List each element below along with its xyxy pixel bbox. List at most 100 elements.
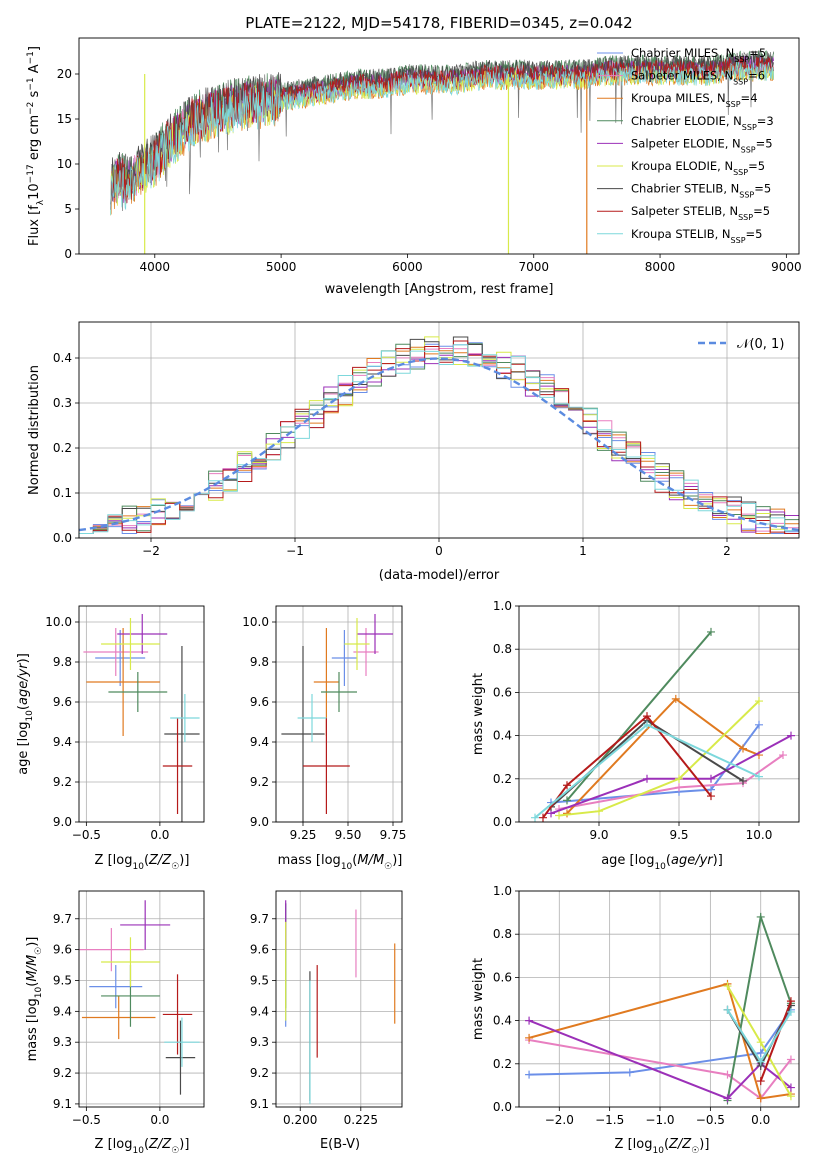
axes-frame: −0.5 0.0 9.0 9.2 9.4 9.6 9.8 10.0 — [45, 605, 205, 842]
weight-marker — [723, 1094, 732, 1103]
panel-weight_vs_Z: −2.0 −1.5 −1.0 −0.5 0.0 0.0 0.2 0.4 0.6 0.8 1.0 — [493, 884, 800, 1127]
weight-marker — [643, 712, 651, 721]
x-tick-label: 0 — [435, 544, 443, 558]
axes-border — [518, 605, 800, 823]
x-tick-label: 9.50 — [335, 828, 362, 842]
y-tick-label: 9.4 — [53, 735, 72, 749]
normal-reference-curve — [78, 357, 800, 532]
x-tick-label: 5000 — [266, 260, 297, 274]
weight-marker — [739, 776, 747, 785]
weight-marker — [525, 1016, 534, 1025]
weight-marker — [756, 1094, 765, 1103]
weight-marker — [756, 912, 765, 921]
y-tick-label: 9.5 — [250, 973, 269, 987]
y-tick-label: 9.3 — [53, 1035, 72, 1049]
plot-area — [79, 900, 200, 1095]
weight-marker — [563, 796, 571, 805]
y-tick-label: 0.4 — [493, 1014, 512, 1028]
x-axis-label: mass [log10(M/M☉)] — [278, 853, 403, 872]
x-tick-label: −1.0 — [645, 1113, 674, 1127]
axes-border — [518, 890, 800, 1108]
weight-line — [566, 697, 760, 815]
legend: Chabrier MILES, NSSP=5 Salpeter MILES, NS… — [597, 46, 774, 244]
weight-marker — [707, 627, 715, 636]
x-tick-label: 0.0 — [150, 1113, 169, 1127]
y-tick-label: 9.1 — [53, 1097, 72, 1111]
y-tick-label: 0.4 — [53, 351, 72, 365]
plot-area — [110, 50, 775, 254]
x-tick-label: 6000 — [392, 260, 423, 274]
x-axis-label: (data-model)/error — [379, 568, 500, 583]
legend-entry: Salpeter STELIB, NSSP=5 — [631, 204, 770, 222]
histogram-step — [78, 344, 799, 538]
y-tick-label: 9.2 — [53, 775, 72, 789]
weight-marker — [525, 1033, 534, 1042]
x-tick-label: −0.5 — [72, 828, 101, 842]
weight-marker — [563, 781, 571, 790]
y-tick-label: 9.0 — [250, 815, 269, 829]
panel-mass_vs_EBV: 0.200 0.225 9.1 9.2 9.3 9.4 9.5 9.6 9.7 — [250, 890, 403, 1127]
weight-marker — [779, 751, 787, 760]
legend-entry: Chabrier MILES, NSSP=5 — [631, 46, 766, 64]
y-tick-label: 0.2 — [493, 772, 512, 786]
weight-marker — [625, 1068, 634, 1077]
x-tick-label: 0.0 — [150, 828, 169, 842]
weight-marker — [756, 1077, 765, 1086]
legend-entry: Kroupa MILES, NSSP=4 — [631, 91, 758, 109]
y-tick-label: 0.0 — [53, 531, 72, 545]
weight-marker — [539, 813, 547, 822]
weight-line — [528, 1019, 792, 1100]
x-tick-label: 0.200 — [283, 1113, 317, 1127]
x-tick-label: −1 — [286, 544, 304, 558]
plot-area — [525, 912, 795, 1105]
weight-marker — [786, 1055, 795, 1064]
y-tick-label: 0.8 — [493, 642, 512, 656]
y-tick-label: 0.2 — [493, 1057, 512, 1071]
x-axis-label: wavelength [Angstrom, rest frame] — [325, 282, 554, 297]
weight-marker — [756, 1038, 765, 1047]
x-tick-label: 0.0 — [751, 1113, 770, 1127]
panel-mass_vs_Z: −0.5 0.0 9.1 9.2 9.3 9.4 9.5 9.6 9.7 — [53, 890, 205, 1127]
y-tick-label: 9.6 — [53, 695, 72, 709]
x-axis-label: Z [log10(Z/Z☉)] — [615, 1137, 710, 1156]
x-tick-label: 8000 — [645, 260, 676, 274]
x-axis-label: E(B-V) — [320, 1137, 360, 1152]
weight-line — [759, 1000, 792, 1082]
x-tick-label: 9.25 — [290, 828, 317, 842]
x-tick-label: 0.225 — [344, 1113, 378, 1127]
weight-marker — [643, 720, 651, 729]
y-axis-label: Normed distribution — [27, 365, 42, 495]
y-tick-label: 9.4 — [250, 1004, 269, 1018]
y-tick-label: 9.2 — [53, 1066, 72, 1080]
axes-frame: 9.0 9.5 10.0 0.0 0.2 0.4 0.6 0.8 1.0 — [493, 599, 800, 842]
axes-border — [78, 37, 800, 255]
plot-area — [531, 627, 795, 822]
y-tick-label: 9.4 — [53, 1004, 72, 1018]
weight-marker — [707, 792, 715, 801]
y-tick-label: 9.6 — [250, 943, 269, 957]
weight-line — [529, 1009, 792, 1076]
legend-entry: Salpeter MILES, NSSP=6 — [631, 69, 765, 87]
weight-marker — [786, 1007, 795, 1016]
axes-frame: 9.25 9.50 9.75 9.0 9.2 9.4 9.6 9.8 10.0 — [242, 605, 406, 842]
y-axis-label: mass weight — [471, 673, 486, 755]
weight-marker — [756, 1057, 765, 1066]
y-tick-label: 5 — [64, 202, 72, 216]
x-tick-label: −2 — [142, 544, 160, 558]
y-tick-label: 9.3 — [250, 1035, 269, 1049]
weight-marker — [707, 774, 715, 783]
axes-border — [78, 890, 205, 1108]
y-tick-label: 0.6 — [493, 685, 512, 699]
x-tick-label: 10.0 — [746, 828, 773, 842]
y-tick-label: 0.0 — [493, 1100, 512, 1114]
y-tick-label: 20 — [57, 67, 72, 81]
x-tick-label: 7000 — [518, 260, 549, 274]
x-tick-label: 1 — [579, 544, 587, 558]
y-tick-label: 9.2 — [250, 1066, 269, 1080]
y-tick-label: 0.0 — [493, 815, 512, 829]
legend-entry: Chabrier ELODIE, NSSP=3 — [631, 114, 774, 132]
weight-marker — [675, 783, 683, 792]
y-tick-label: 9.7 — [250, 912, 269, 926]
x-tick-label: 4000 — [140, 260, 171, 274]
plot-area — [285, 900, 396, 1104]
